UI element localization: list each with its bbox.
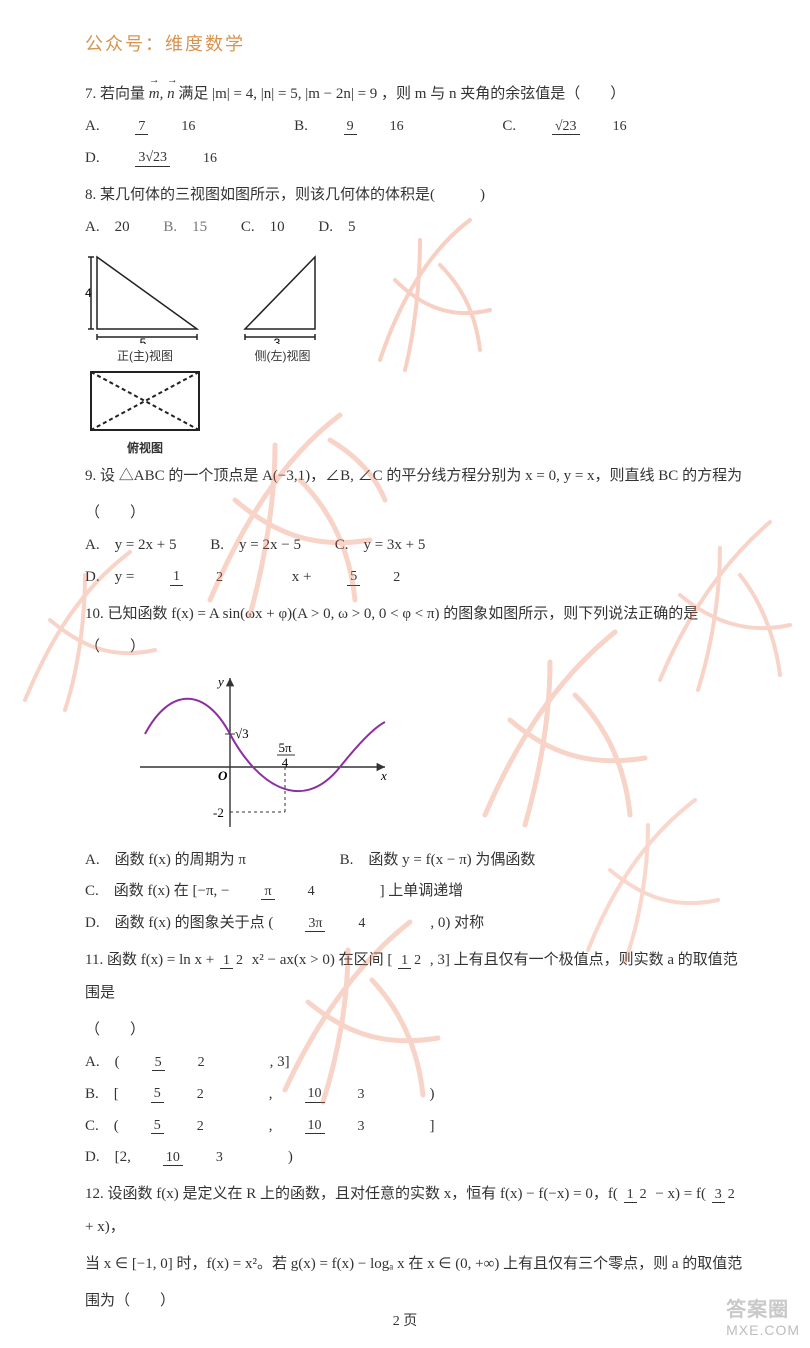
q8-A: A. 20	[85, 212, 130, 244]
q11-B: B. [52, 103)	[85, 1079, 465, 1111]
page-number: 2 页	[0, 1310, 810, 1330]
q7-D: D. 3√2316	[85, 143, 282, 175]
dim-3: 3	[274, 336, 281, 344]
corner-watermark: 答案圈 MXE.COM	[726, 1293, 800, 1338]
dim-4: 4	[85, 286, 92, 300]
q7-stem-pre: 7. 若向量	[85, 86, 149, 102]
label-neg2: -2	[213, 805, 224, 820]
header-source: 公众号：维度数学	[85, 30, 745, 56]
q9-A: A. y = 2x + 5	[85, 530, 177, 562]
label-y: y	[216, 674, 224, 689]
q8-stem: 8. 某几何体的三视图如图所示，则该几何体的体积是( )	[85, 179, 745, 212]
q9-stem: 9. 设 △ABC 的一个顶点是 A(−3,1)，∠B, ∠C 的平分线方程分别…	[85, 460, 745, 493]
side-view-label: 侧(左)视图	[235, 347, 330, 364]
q7-A: A. 716	[85, 111, 260, 143]
q7-stem-mid: 满足 |m| = 4, |n| = 5, |m − 2n| = 9 ，则 m 与…	[178, 86, 625, 102]
q10-stem: 10. 已知函数 f(x) = A sin(ωx + φ)(A > 0, ω >…	[85, 598, 745, 664]
top-view-svg	[85, 368, 205, 436]
q11-D: D. [2, 103)	[85, 1142, 323, 1174]
q7-C: C. √2316	[502, 111, 691, 143]
q9-C: C. y = 3x + 5	[335, 530, 426, 562]
q9-B: B. y = 2x − 5	[210, 530, 301, 562]
q11-A: A. (52, 3]	[85, 1047, 320, 1079]
q11-bracket: （ ）	[85, 1014, 745, 1047]
q10-B: B. 函数 y = f(x − π) 为偶函数	[340, 845, 536, 877]
q9-D: D. y = 12 x + 52	[85, 562, 465, 594]
q11-C: C. (52, 103]	[85, 1111, 465, 1143]
q8-B: B. 15	[163, 212, 207, 244]
q8-options: A. 20 B. 15 C. 10 D. 5	[85, 212, 745, 244]
front-view: 4 5 正(主)视图	[85, 249, 205, 364]
front-view-svg: 4 5	[85, 249, 205, 344]
q10-C: C. 函数 f(x) 在 [−π, −π4] 上单调递增	[85, 876, 493, 908]
three-views: 4 5 正(主)视图 3 侧(左)视图	[85, 249, 745, 364]
page: 公众号：维度数学 7. 若向量 m, n 满足 |m| = 4, |n| = 5…	[0, 0, 810, 1348]
q10-D: D. 函数 f(x) 的图象关于点 (3π4, 0) 对称	[85, 908, 514, 940]
q9-bracket: （ ）	[85, 497, 745, 530]
side-view: 3 侧(左)视图	[235, 249, 330, 364]
top-view: 俯视图	[85, 368, 205, 456]
q7-B: B. 916	[294, 111, 469, 143]
label-O: O	[218, 768, 228, 783]
q11-stem: 11. 函数 f(x) = ln x + 12 x² − ax(x > 0) 在…	[85, 944, 745, 1010]
q8-C: C. 10	[241, 212, 285, 244]
label-sqrt3: √3	[235, 726, 249, 741]
q12-line1: 12. 设函数 f(x) 是定义在 R 上的函数，且对任意的实数 x，恒有 f(…	[85, 1178, 745, 1244]
q8-D: D. 5	[318, 212, 355, 244]
q9-options: A. y = 2x + 5 B. y = 2x − 5 C. y = 3x + …	[85, 530, 745, 593]
q11-options: A. (52, 3] B. [52, 103) C. (52, 103] D. …	[85, 1047, 745, 1174]
dim-5: 5	[140, 336, 147, 344]
label-5pi4-num: 5π	[278, 740, 292, 755]
q10-A: A. 函数 f(x) 的周期为 π	[85, 845, 246, 877]
side-view-svg: 3	[235, 249, 330, 344]
q10-graph: √3 5π 4 -2 x y O	[135, 672, 745, 837]
q12-line2: 当 x ∈ [−1, 0] 时，f(x) = x²。若 g(x) = f(x) …	[85, 1248, 745, 1281]
q10-options-row2: C. 函数 f(x) 在 [−π, −π4] 上单调递增 D. 函数 f(x) …	[85, 876, 745, 940]
label-x: x	[380, 768, 387, 783]
q7-options: A. 716 B. 916 C. √2316 D. 3√2316	[85, 111, 745, 175]
front-view-label: 正(主)视图	[85, 347, 205, 364]
q10-options-row1: A. 函数 f(x) 的周期为 π B. 函数 y = f(x − π) 为偶函…	[85, 845, 745, 877]
q7-stem: 7. 若向量 m, n 满足 |m| = 4, |n| = 5, |m − 2n…	[85, 78, 745, 111]
top-view-label: 俯视图	[85, 439, 205, 456]
